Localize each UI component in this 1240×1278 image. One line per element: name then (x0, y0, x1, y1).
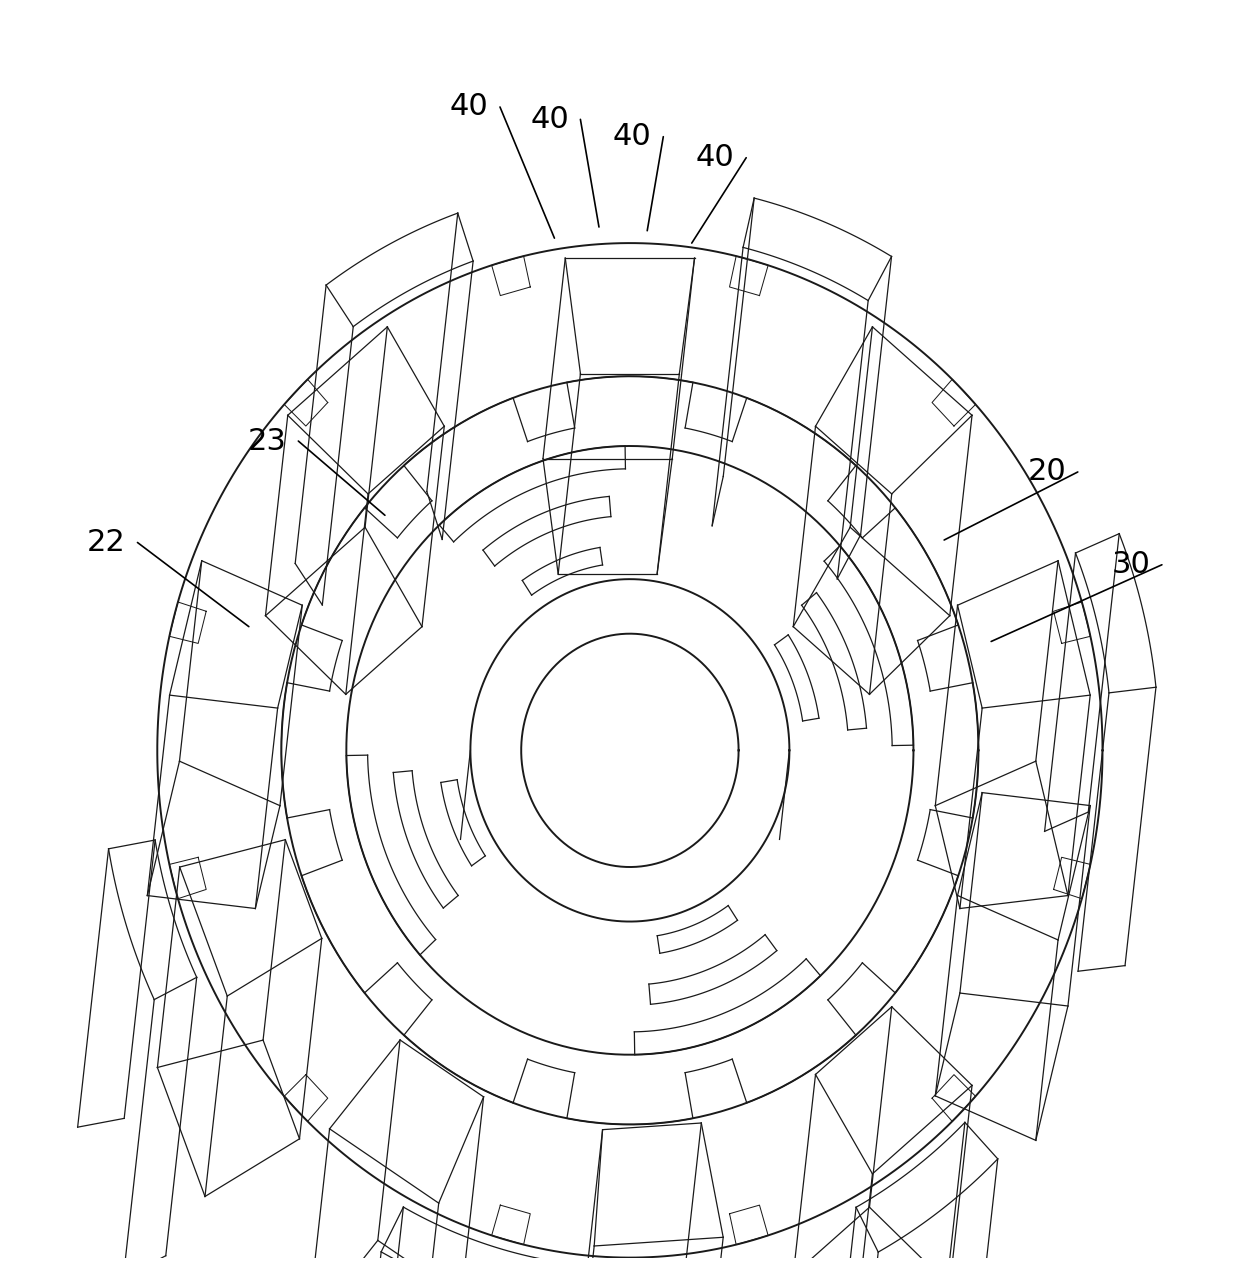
Text: 40: 40 (696, 143, 734, 173)
Text: 40: 40 (450, 92, 489, 121)
Text: 40: 40 (531, 105, 569, 134)
Text: 30: 30 (1111, 551, 1151, 579)
Text: 22: 22 (87, 528, 126, 557)
Text: 23: 23 (248, 427, 286, 455)
Text: 40: 40 (613, 123, 652, 151)
Text: 20: 20 (1028, 458, 1066, 487)
